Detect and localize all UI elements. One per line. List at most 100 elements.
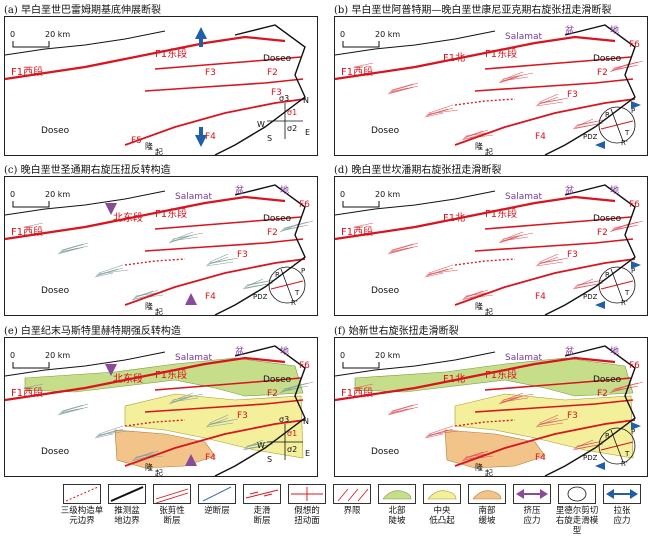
- fault-f3: [474, 399, 634, 413]
- minor-fault: [425, 107, 454, 117]
- riedel-label-t: T: [294, 289, 300, 297]
- scale-bar-line: [342, 201, 380, 208]
- minor-fault: [171, 392, 194, 402]
- label-doseo-north: Doseo: [263, 54, 292, 64]
- label-f2: F2: [597, 68, 608, 78]
- minor-fault: [390, 242, 419, 252]
- minor-fault: [98, 425, 124, 435]
- legend-symbol-dashed-red: [63, 484, 101, 504]
- label-doseo-south: Doseo: [41, 126, 70, 136]
- riedel-label-r: R: [605, 432, 610, 440]
- minor-fault: [391, 404, 414, 412]
- fault-f4: [124, 419, 306, 467]
- minor-fault: [24, 383, 44, 389]
- riedel-label-pdz: PDZ: [253, 293, 268, 301]
- label-rise-1: 隆: [475, 462, 483, 472]
- compass-west: W: [257, 441, 265, 450]
- stress-diagram: P R R' T PDZ: [583, 266, 636, 307]
- fault-f3: [144, 78, 304, 92]
- label-basin-char-1: 盆: [565, 24, 574, 36]
- legend-label: 推测盆 地边界: [114, 506, 140, 526]
- fault-f4: [124, 98, 306, 146]
- minor-fault: [464, 290, 484, 298]
- legend-item: 挤压 应力: [510, 484, 554, 526]
- minor-fault: [461, 454, 484, 462]
- sigma-3: σ3: [279, 415, 289, 424]
- label-rise-2: 起: [155, 148, 163, 155]
- minor-fault: [501, 71, 524, 81]
- minor-fault: [354, 383, 374, 389]
- fault-network: [354, 60, 644, 141]
- minor-fault: [575, 279, 604, 287]
- minor-fault: [131, 293, 154, 301]
- label-f2: F2: [267, 228, 278, 238]
- scale-zero: 0: [340, 30, 345, 39]
- legend-item: 拉张 应力: [600, 484, 644, 526]
- label-f3-east: F3: [271, 88, 282, 98]
- fault-f1-east: [84, 195, 286, 229]
- scale-distance: 20 km: [375, 351, 400, 360]
- map-drawing: 0 20 km F1西段 F1东段 F1北 F2 F3 Salamat 盆 地 F6 F4 Doseo D…: [335, 345, 644, 476]
- label-doseo-south: Doseo: [371, 447, 400, 457]
- label-salamat: Salamat: [505, 32, 543, 42]
- riedel-label-p: P: [631, 107, 635, 115]
- basin-boundary: [214, 184, 306, 315]
- map-drawing: 0 20 km F1西段 F1东段 F2 F3 F3 F5 F4 Doseo Doseo 隆起 N E WS…: [5, 24, 310, 155]
- minor-fault: [499, 75, 519, 83]
- minor-fault: [168, 234, 194, 244]
- minor-fault: [387, 85, 419, 95]
- label-f3: F3: [567, 90, 578, 100]
- map-panel: 0 20 km F1西段 F1东段 北东段 F2 F3 Salamat 盆 地 F6 F4 Doseo D…: [4, 176, 318, 316]
- minor-fault: [610, 224, 639, 232]
- label-f1-east: F1东段: [155, 207, 187, 220]
- scale-distance: 20 km: [375, 190, 400, 199]
- legend-label: 里德尔剪切 右旋走滑模型: [555, 506, 599, 536]
- label-f4: F4: [205, 292, 216, 302]
- label-f1-north: F1北: [443, 212, 465, 224]
- basin-boundary: [214, 24, 306, 155]
- minor-fault: [539, 93, 559, 103]
- minor-fault: [535, 101, 564, 107]
- minor-fault: [168, 395, 194, 405]
- tension-arrow-north: [195, 27, 207, 47]
- minor-fault: [463, 129, 489, 139]
- tension-arrow-south: [195, 127, 207, 147]
- label-f4: F4: [535, 292, 546, 302]
- minor-fault: [463, 450, 489, 460]
- label-f1-north: F1北: [443, 52, 465, 64]
- fault-f1-east: [84, 35, 286, 69]
- minor-fault: [539, 253, 559, 263]
- label-f1-north: 北东段: [113, 211, 143, 224]
- riedel-label-p: P: [631, 428, 635, 436]
- compass-east: E: [305, 449, 310, 458]
- scale-distance: 20 km: [375, 30, 400, 39]
- minor-fault: [209, 414, 229, 424]
- minor-fault: [205, 261, 234, 267]
- label-f6: F6: [629, 40, 640, 50]
- minor-fault: [57, 406, 89, 416]
- fault-f1-east: [84, 356, 286, 390]
- minor-fault: [388, 246, 414, 254]
- label-f3: F3: [205, 68, 216, 78]
- basin-boundary-north: [5, 30, 166, 56]
- map-panel: 0 20 km F1西段 F1东段 F1北 F2 F3 Salamat 盆 地 F6 F4 Doseo D…: [334, 337, 648, 477]
- tension-arrow-west: [595, 462, 605, 470]
- legend-item: 假想的 扭动面: [285, 484, 329, 526]
- minor-fault: [59, 247, 79, 253]
- minor-fault: [535, 261, 564, 267]
- basin-boundary-north: [335, 30, 496, 56]
- scale-bar: 0 20 km: [10, 351, 70, 369]
- legend-item: 走滑 断层: [240, 484, 284, 526]
- riedel-circle: [598, 427, 636, 465]
- compass-north: N: [303, 417, 309, 426]
- minor-fault: [426, 108, 449, 116]
- minor-fault: [498, 74, 524, 84]
- label-f1-north: F1北: [443, 373, 465, 385]
- map-panel: 0 20 km F1西段 F1东段 北东段 F2 F3 Salamat 盆 地 F6 F4 Doseo D…: [4, 337, 318, 477]
- sigma-1: σ1: [287, 429, 297, 438]
- label-f6: F6: [629, 361, 640, 371]
- legend-item: 逆断层: [195, 484, 239, 516]
- minor-fault: [424, 272, 444, 278]
